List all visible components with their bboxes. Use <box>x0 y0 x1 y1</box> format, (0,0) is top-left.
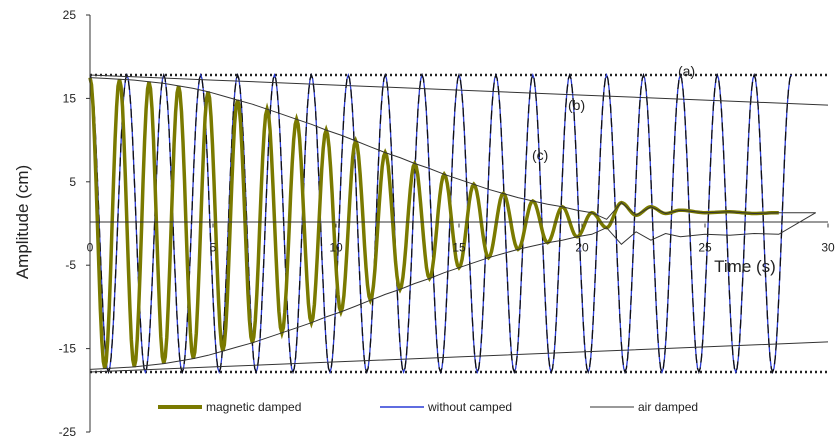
legend-label-magnetic: magnetic damped <box>206 400 301 414</box>
x-tick-label: 25 <box>698 241 712 255</box>
y-tick-label: 15 <box>63 91 77 105</box>
x-tick-label: 30 <box>821 241 835 255</box>
series-air-damped-lower-envelope <box>89 341 829 373</box>
annotation-b: (b) <box>568 97 585 113</box>
annotation-a: (a) <box>678 63 695 79</box>
plot-area <box>88 72 829 374</box>
series-air-damped-upper-envelope <box>89 74 829 106</box>
magnetic-lower-envelope <box>89 212 816 370</box>
x-tick-label: 0 <box>87 241 94 255</box>
legend-label-air: air damped <box>638 400 698 414</box>
y-tick-label: -15 <box>59 342 77 356</box>
legend: magnetic damped without camped air dampe… <box>158 400 698 414</box>
x-axis-title: Time (s) <box>714 257 776 276</box>
legend-label-without: without camped <box>427 400 512 414</box>
y-axis-title: Amplitude (cm) <box>13 165 32 279</box>
y-tick-label: 25 <box>63 8 77 22</box>
y-tick-label: -25 <box>59 425 77 439</box>
x-tick-label: 5 <box>210 241 217 255</box>
annotation-c: (c) <box>532 147 548 163</box>
y-tick-label: 5 <box>69 175 76 189</box>
series-without-damped-dashes <box>89 72 792 374</box>
tick-labels: 0 5 10 15 20 25 30 25 15 5 -5 -15 -25 <box>59 8 835 439</box>
x-tick-label: 15 <box>452 241 466 255</box>
y-tick-label: -5 <box>65 258 76 272</box>
x-tick-label: 10 <box>329 241 343 255</box>
magnetic-upper-envelope <box>89 77 816 220</box>
x-tick-label: 20 <box>575 241 589 255</box>
